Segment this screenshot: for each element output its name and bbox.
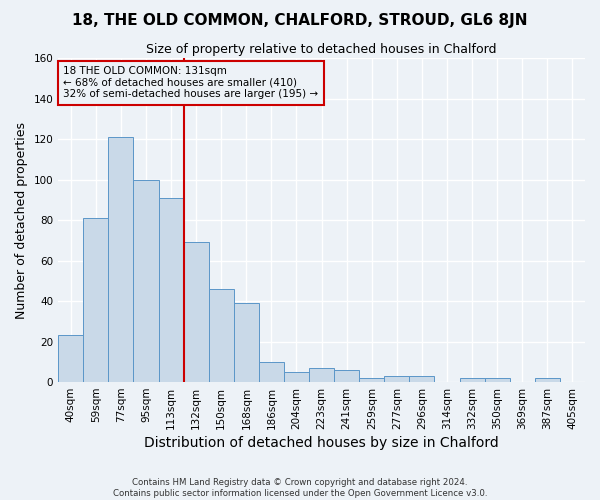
Bar — [359, 378, 385, 382]
Y-axis label: Number of detached properties: Number of detached properties — [15, 122, 28, 318]
Bar — [485, 378, 510, 382]
Bar — [334, 370, 359, 382]
Bar — [158, 198, 184, 382]
Bar — [234, 303, 259, 382]
Text: 18, THE OLD COMMON, CHALFORD, STROUD, GL6 8JN: 18, THE OLD COMMON, CHALFORD, STROUD, GL… — [72, 12, 528, 28]
Bar — [133, 180, 158, 382]
Text: Contains HM Land Registry data © Crown copyright and database right 2024.
Contai: Contains HM Land Registry data © Crown c… — [113, 478, 487, 498]
Bar — [58, 336, 83, 382]
Bar — [409, 376, 434, 382]
Text: 18 THE OLD COMMON: 131sqm
← 68% of detached houses are smaller (410)
32% of semi: 18 THE OLD COMMON: 131sqm ← 68% of detac… — [64, 66, 319, 100]
Title: Size of property relative to detached houses in Chalford: Size of property relative to detached ho… — [146, 42, 497, 56]
Bar — [259, 362, 284, 382]
Bar — [309, 368, 334, 382]
Bar — [284, 372, 309, 382]
X-axis label: Distribution of detached houses by size in Chalford: Distribution of detached houses by size … — [144, 436, 499, 450]
Bar — [535, 378, 560, 382]
Bar — [184, 242, 209, 382]
Bar — [83, 218, 109, 382]
Bar — [109, 137, 133, 382]
Bar — [385, 376, 409, 382]
Bar — [209, 289, 234, 382]
Bar — [460, 378, 485, 382]
